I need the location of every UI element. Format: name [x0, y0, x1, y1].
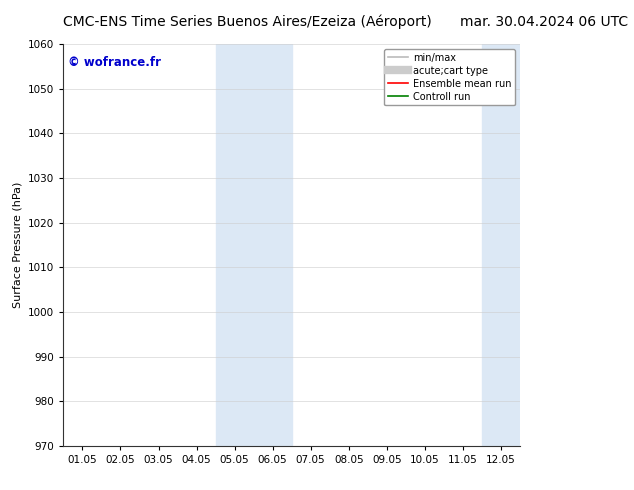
Bar	[482, 44, 520, 446]
Bar	[216, 44, 292, 446]
Y-axis label: Surface Pressure (hPa): Surface Pressure (hPa)	[13, 182, 23, 308]
Legend: min/max, acute;cart type, Ensemble mean run, Controll run: min/max, acute;cart type, Ensemble mean …	[384, 49, 515, 105]
Text: CMC-ENS Time Series Buenos Aires/Ezeiza (Aéroport): CMC-ENS Time Series Buenos Aires/Ezeiza …	[63, 15, 432, 29]
Text: © wofrance.fr: © wofrance.fr	[68, 56, 161, 69]
Text: mar. 30.04.2024 06 UTC: mar. 30.04.2024 06 UTC	[460, 15, 628, 29]
